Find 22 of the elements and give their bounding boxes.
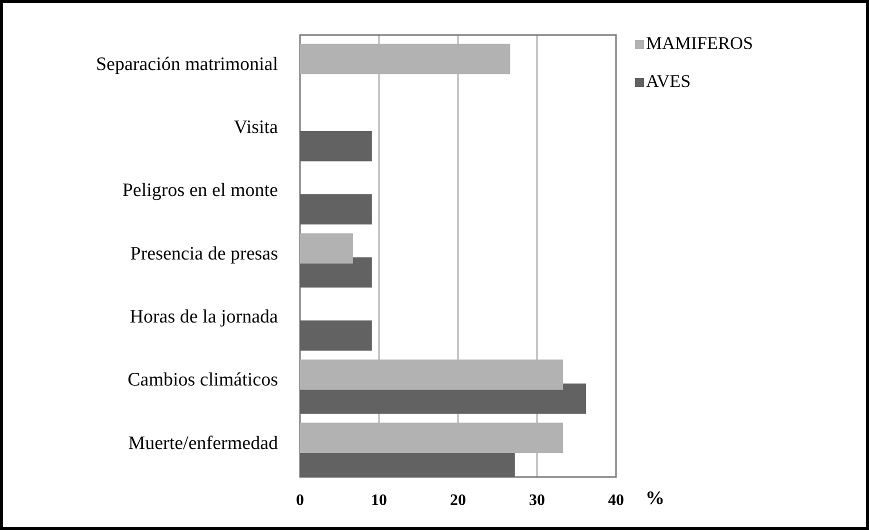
bar	[300, 194, 372, 224]
y-tick-label: Muerte/enfermedad	[128, 432, 278, 454]
x-axis-title: %	[646, 488, 664, 509]
bar	[300, 44, 510, 74]
x-tick-label: 30	[529, 492, 545, 509]
legend-label: AVES	[646, 71, 691, 92]
x-tick-label: 10	[371, 492, 387, 509]
x-tick-label: 0	[296, 492, 304, 509]
bar	[300, 360, 564, 390]
bar	[300, 233, 353, 264]
y-tick-label: Separación matrimonial	[96, 54, 278, 75]
bar	[300, 422, 564, 454]
y-tick-label: Cambios climáticos	[128, 370, 278, 391]
bar	[300, 320, 372, 351]
bar	[300, 130, 372, 162]
y-tick-label: Horas de la jornada	[130, 306, 279, 328]
legend-label: MAMIFEROS	[646, 33, 754, 54]
y-tick-label: Visita	[234, 117, 279, 138]
y-tick-label: Presencia de presas	[130, 243, 278, 264]
x-tick-label: 20	[450, 492, 466, 509]
y-tick-label: Peligros en el monte	[122, 180, 278, 202]
x-tick-label: 40	[608, 492, 624, 509]
